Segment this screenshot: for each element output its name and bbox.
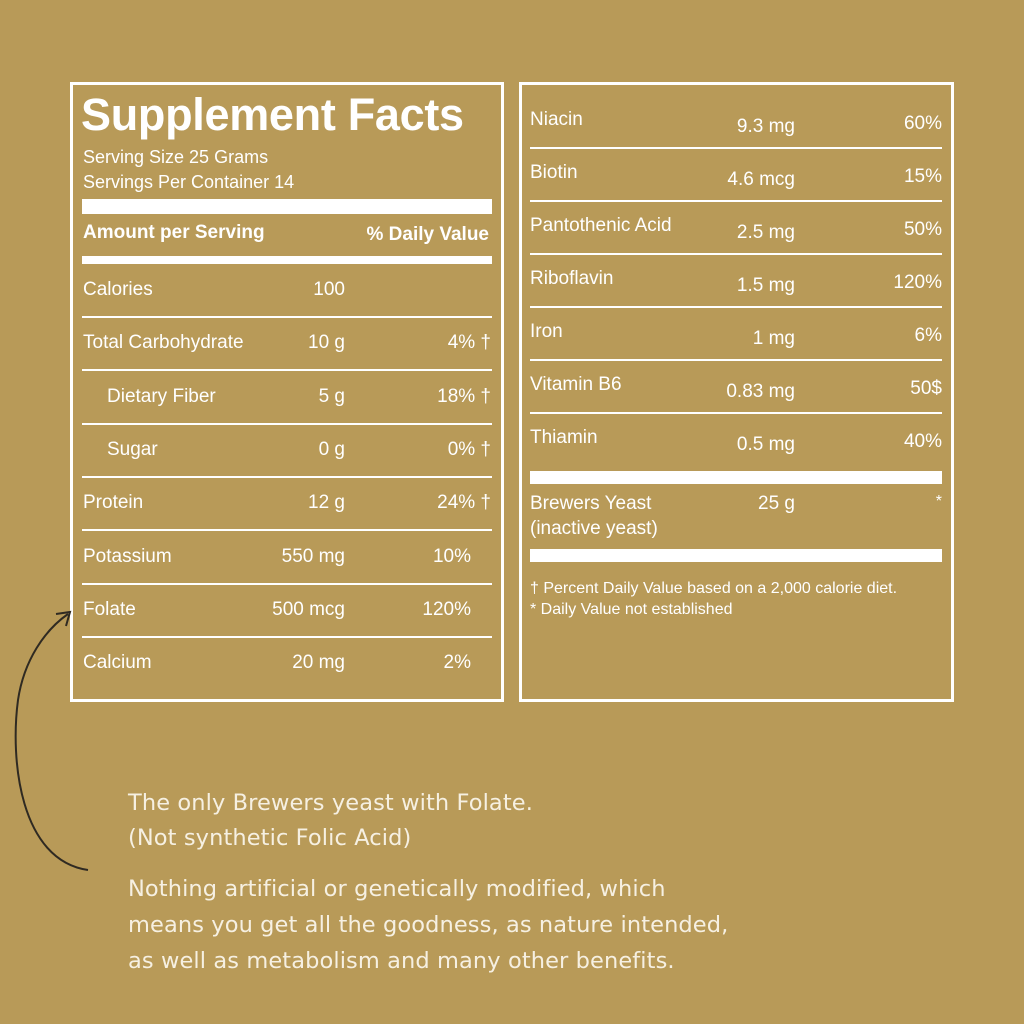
nutrient-row: Biotin 4.6 mcg 15% (522, 162, 951, 190)
nutrient-name: Biotin (530, 162, 578, 183)
nutrient-name: Pantothenic Acid (530, 215, 672, 236)
row-divider (530, 412, 942, 414)
row-divider (530, 359, 942, 361)
curved-arrow-icon (14, 610, 89, 871)
nutrient-amount: 20 mg (292, 652, 345, 674)
yeast-name-line2: (inactive yeast) (530, 518, 658, 539)
thick-divider (530, 471, 942, 484)
nutrient-row: Calories 100 (73, 279, 501, 303)
nutrient-row: Vitamin B6 0.83 mg 50$ (522, 374, 951, 402)
row-divider (82, 529, 492, 532)
row-divider (530, 147, 942, 149)
thick-divider (82, 199, 492, 214)
nutrient-row: Dietary Fiber 5 g 18% † (73, 386, 501, 410)
nutrient-dv: 4% † (447, 332, 491, 354)
nutrient-dv: 40% (903, 431, 942, 452)
row-divider (82, 635, 492, 638)
nutrient-dv: 24% † (437, 492, 491, 514)
blurb-line-5: as well as metabolism and many other ben… (128, 948, 675, 974)
nutrient-row: Calcium 20 mg 2% (73, 652, 501, 676)
row-divider (82, 316, 492, 318)
nutrient-dv: 60% (903, 113, 942, 134)
nutrient-name: Iron (530, 321, 563, 342)
nutrient-row: Iron 1 mg 6% (522, 321, 951, 349)
nutrient-name: Thiamin (530, 427, 598, 448)
nutrient-row: Sugar 0 g 0% † (73, 439, 501, 463)
amount-header: Amount per Serving (83, 222, 265, 243)
nutrient-name: Total Carbohydrate (83, 332, 244, 354)
nutrient-amount: 0.83 mg (726, 381, 795, 402)
row-divider (82, 475, 492, 478)
nutrient-dv: 120% (893, 272, 942, 293)
nutrient-row: Thiamin 0.5 mg 40% (522, 427, 951, 455)
nutrient-amount: 10 g (308, 332, 345, 354)
nutrient-name: Riboflavin (530, 268, 614, 289)
nutrient-name: Calcium (83, 652, 152, 674)
yeast-name: Brewers Yeast (530, 493, 652, 514)
nutrient-name: Folate (83, 598, 136, 620)
nutrient-dv: 50% (903, 219, 942, 240)
nutrient-amount: 100 (313, 279, 345, 300)
nutrient-dv: 50$ (910, 378, 942, 399)
nutrient-row: Total Carbohydrate 10 g 4% † (73, 332, 501, 356)
nutrient-amount: 4.6 mcg (727, 169, 795, 190)
row-divider (530, 253, 942, 255)
nutrient-name: Sugar (107, 438, 158, 460)
footnote-asterisk: * Daily Value not established (530, 601, 733, 618)
nutrient-name: Calories (83, 279, 153, 300)
nutrient-name: Dietary Fiber (107, 385, 216, 407)
supplement-facts-panel-right: Niacin 9.3 mg 60% Biotin 4.6 mcg 15% Panto… (519, 82, 954, 702)
nutrient-row: Niacin 9.3 mg 60% (522, 109, 951, 137)
serving-size: Serving Size 25 Grams (83, 147, 269, 167)
footnote-dagger: † Percent Daily Value based on a 2,000 c… (530, 580, 898, 597)
nutrient-dv: 120% (422, 598, 471, 620)
row-divider (82, 582, 492, 585)
nutrient-name: Protein (83, 492, 144, 514)
nutrient-name: Vitamin B6 (530, 374, 622, 395)
nutrient-name: Niacin (530, 109, 583, 130)
row-divider (530, 200, 942, 202)
nutrient-amount: 0 g (318, 438, 345, 460)
yeast-amount: 25 g (758, 493, 795, 514)
thick-divider (530, 549, 942, 562)
nutrient-amount: 2.5 mg (736, 222, 795, 243)
supplement-facts-panel-left: Supplement Facts Serving Size 25 Grams S… (70, 82, 504, 702)
nutrient-amount: 12 g (308, 492, 345, 514)
blurb-line-1: The only Brewers yeast with Folate. (128, 790, 533, 816)
nutrient-row: Pantothenic Acid 2.5 mg 50% (522, 215, 951, 243)
nutrient-amount: 0.5 mg (736, 434, 795, 455)
dv-header: % Daily Value (366, 224, 489, 245)
nutrient-dv: 0% † (447, 438, 491, 460)
nutrient-amount: 500 mcg (272, 598, 345, 620)
nutrient-amount: 550 mg (281, 545, 345, 567)
servings-per-container: Servings Per Container 14 (83, 172, 295, 192)
nutrient-row: Potassium 550 mg 10% (73, 546, 501, 570)
nutrient-dv: 18% † (437, 385, 491, 407)
nutrient-dv: 15% (903, 166, 942, 187)
blurb-line-2: (Not synthetic Folic Acid) (128, 825, 412, 851)
row-divider (82, 422, 492, 425)
yeast-dv: * (935, 493, 942, 510)
thick-divider (82, 256, 492, 264)
nutrient-row: Riboflavin 1.5 mg 120% (522, 268, 951, 296)
row-divider (530, 306, 942, 308)
blurb-line-4: means you get all the goodness, as natur… (128, 912, 729, 938)
nutrient-dv: 10% (432, 545, 471, 567)
nutrient-dv: 2% (443, 652, 471, 674)
blurb-line-3: Nothing artificial or genetically modifi… (128, 876, 666, 902)
nutrient-amount: 1.5 mg (736, 275, 795, 296)
nutrient-row: Protein 12 g 24% † (73, 492, 501, 516)
nutrient-amount: 5 g (318, 385, 345, 407)
nutrient-row: Folate 500 mcg 120% (73, 599, 501, 623)
nutrient-amount: 9.3 mg (736, 116, 795, 137)
panel-title: Supplement Facts (81, 89, 464, 140)
nutrient-name: Potassium (83, 545, 172, 567)
nutrient-amount: 1 mg (752, 328, 795, 349)
row-divider (82, 369, 492, 372)
nutrient-dv: 6% (914, 325, 942, 346)
